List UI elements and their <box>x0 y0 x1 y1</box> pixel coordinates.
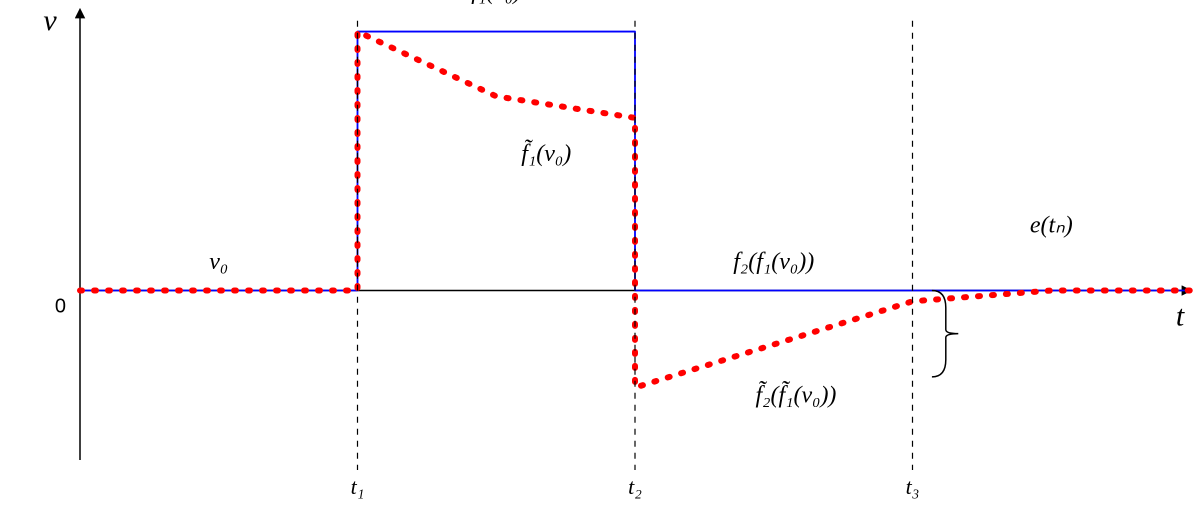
annotation-e_tn: e(tₙ) <box>1030 212 1073 238</box>
annotation-v0: v₀ <box>209 249 228 275</box>
annotation-f2f1_act: f̃₂(f̃₁(v₀)) <box>755 381 836 409</box>
x-marker-label: t₃ <box>906 474 920 499</box>
x-marker-label: t₁ <box>351 474 365 499</box>
x-axis-label: t <box>1176 300 1185 333</box>
error-brace <box>932 291 958 377</box>
origin-label: 0 <box>55 296 66 318</box>
annotation-f2f1: f₂(f₁(v₀)) <box>733 249 814 275</box>
annotation-f1v0_act: f̃₁(v₀) <box>521 139 571 167</box>
annotation-f1v0: f₁(v₀) <box>471 0 521 5</box>
y-axis-label: v <box>43 4 57 37</box>
timing-chart: v t 0 t₁ t₂ t₃ v₀ f₁(v₀) f̃₁(v₀) f₂(f₁(v₀)) f̃₂(f̃… <box>0 0 1200 508</box>
x-marker-label: t₂ <box>628 474 642 499</box>
